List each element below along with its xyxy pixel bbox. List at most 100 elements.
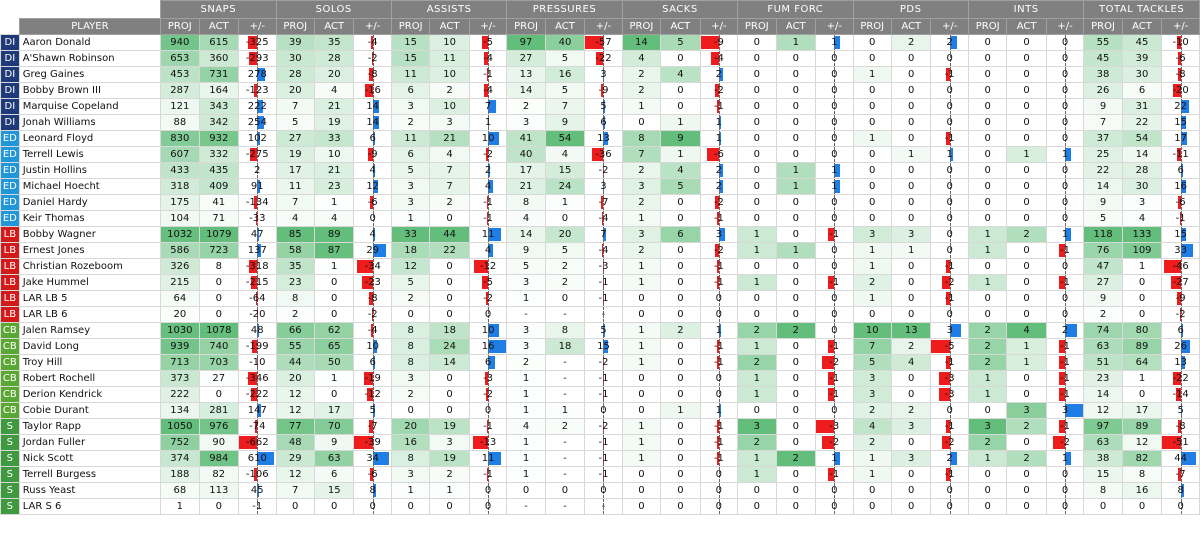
positive-diff-bar (834, 36, 841, 49)
diff-text: 0 (1061, 309, 1069, 320)
position-badge: S (0, 418, 20, 435)
diff-value: -10 (1161, 34, 1200, 51)
positive-diff-bar (372, 116, 380, 129)
diff-text: 254 (247, 117, 267, 128)
diff-value: 15 (1161, 114, 1200, 131)
proj-value: 12 (275, 466, 315, 483)
diff-text: -2 (483, 293, 494, 304)
act-value: 20 (544, 226, 586, 243)
negative-diff-bar (482, 36, 489, 49)
table-row: DI Marquise Copeland 121 343 222 7 21 14 3 10 7 2 7 5… (0, 98, 1200, 115)
diff-text: -8 (367, 69, 378, 80)
diff-text: -5 (483, 37, 494, 48)
negative-diff-bar (1059, 340, 1066, 353)
act-column-header: ACT (775, 18, 817, 35)
proj-value: 22 (1083, 162, 1123, 179)
act-value: 0 (1006, 466, 1047, 483)
diff-value: -2 (1045, 434, 1085, 451)
diff-text: 5 (369, 405, 376, 416)
act-value: 2 (544, 274, 586, 291)
diff-value: 2 (930, 450, 969, 467)
positive-diff-bar (834, 452, 841, 465)
proj-value: 1 (506, 450, 546, 467)
diff-value: 0 (930, 194, 969, 211)
proj-value: 4 (275, 210, 315, 227)
proj-value: 586 (160, 242, 200, 259)
diff-text: 1 (715, 133, 723, 144)
proj-value: 8 (506, 194, 546, 211)
diff-value: 1 (699, 322, 739, 339)
diff-value: -2 (815, 434, 854, 451)
position-badge: S (0, 482, 20, 499)
act-value: 109 (1121, 242, 1163, 259)
position-badge: LB (0, 290, 20, 307)
proj-value: 55 (1083, 34, 1123, 51)
act-value: 0 (660, 498, 701, 515)
proj-value: 0 (967, 130, 1008, 147)
act-value: 2 (429, 466, 470, 483)
diff-text: 0 (946, 245, 953, 256)
act-value: 21 (313, 98, 355, 115)
proj-value: 20 (275, 82, 315, 99)
negative-diff-bar (701, 36, 719, 49)
diff-text: 45 (250, 485, 264, 496)
diff-value: -134 (238, 194, 277, 211)
negative-diff-bar (946, 356, 950, 369)
proj-value: 4 (506, 418, 546, 435)
act-value: 2 (1006, 450, 1047, 467)
negative-diff-bar (1059, 244, 1066, 257)
positive-diff-bar (718, 180, 723, 193)
act-value: 1 (775, 242, 817, 259)
act-value: 21 (313, 162, 355, 179)
act-value: 3 (1006, 402, 1047, 419)
act-value: 0 (775, 146, 817, 163)
positive-diff-bar (718, 324, 721, 337)
diff-text: -318 (245, 261, 269, 272)
positive-diff-bar (1180, 452, 1197, 465)
diff-value: 0 (1045, 290, 1085, 307)
act-value: 82 (198, 466, 240, 483)
diff-value: 254 (238, 114, 277, 131)
act-value: 7 (429, 162, 470, 179)
act-value: 4 (1006, 322, 1047, 339)
act-value: 0 (1006, 274, 1047, 291)
act-value: 27 (198, 370, 240, 387)
diff-value: 1 (699, 402, 739, 419)
diff-text: -8 (1175, 421, 1186, 432)
diff-text: -2 (367, 53, 378, 64)
proj-value: 3 (506, 114, 546, 131)
proj-value: 1 (737, 450, 777, 467)
diff-text: -46 (1172, 261, 1189, 272)
diff-value: -2 (584, 418, 623, 435)
player-name: Jordan Fuller (18, 434, 162, 451)
table-row: LB Jake Hummel 215 0 -215 23 0 -23 5 0 -5 3 2 -1 1 0 -1 1… (0, 274, 1200, 291)
negative-diff-bar (354, 436, 373, 449)
diff-text: -2 (598, 165, 609, 176)
diff-text: 0 (600, 405, 607, 416)
proj-value: 3 (852, 386, 892, 403)
diff-value: -662 (238, 434, 277, 451)
diff-value: 1 (930, 146, 969, 163)
positive-diff-bar (257, 404, 262, 417)
proj-value: 1 (621, 274, 662, 291)
diff-text: -1 (1060, 421, 1071, 432)
diff-value: 2 (930, 34, 969, 51)
diff-value: -4 (584, 242, 623, 259)
positive-diff-bar (372, 132, 376, 145)
diff-value: -8 (353, 290, 392, 307)
diff-text: -4 (483, 53, 494, 64)
act-value: 360 (198, 50, 240, 67)
positive-diff-bar (257, 452, 275, 465)
diff-text: 1 (484, 117, 492, 128)
diff-value: 17 (1161, 130, 1200, 147)
diff-value: 0 (468, 482, 508, 499)
diff-text: 12 (366, 181, 380, 192)
diff-text: -1 (713, 261, 724, 272)
act-value: 0 (313, 290, 355, 307)
proj-column-header: PROJ (390, 18, 431, 35)
act-value: 0 (313, 498, 355, 515)
diff-text: 0 (715, 389, 723, 400)
proj-value: 713 (160, 354, 200, 371)
act-value: 12 (1121, 434, 1163, 451)
diff-value: 0 (815, 82, 854, 99)
